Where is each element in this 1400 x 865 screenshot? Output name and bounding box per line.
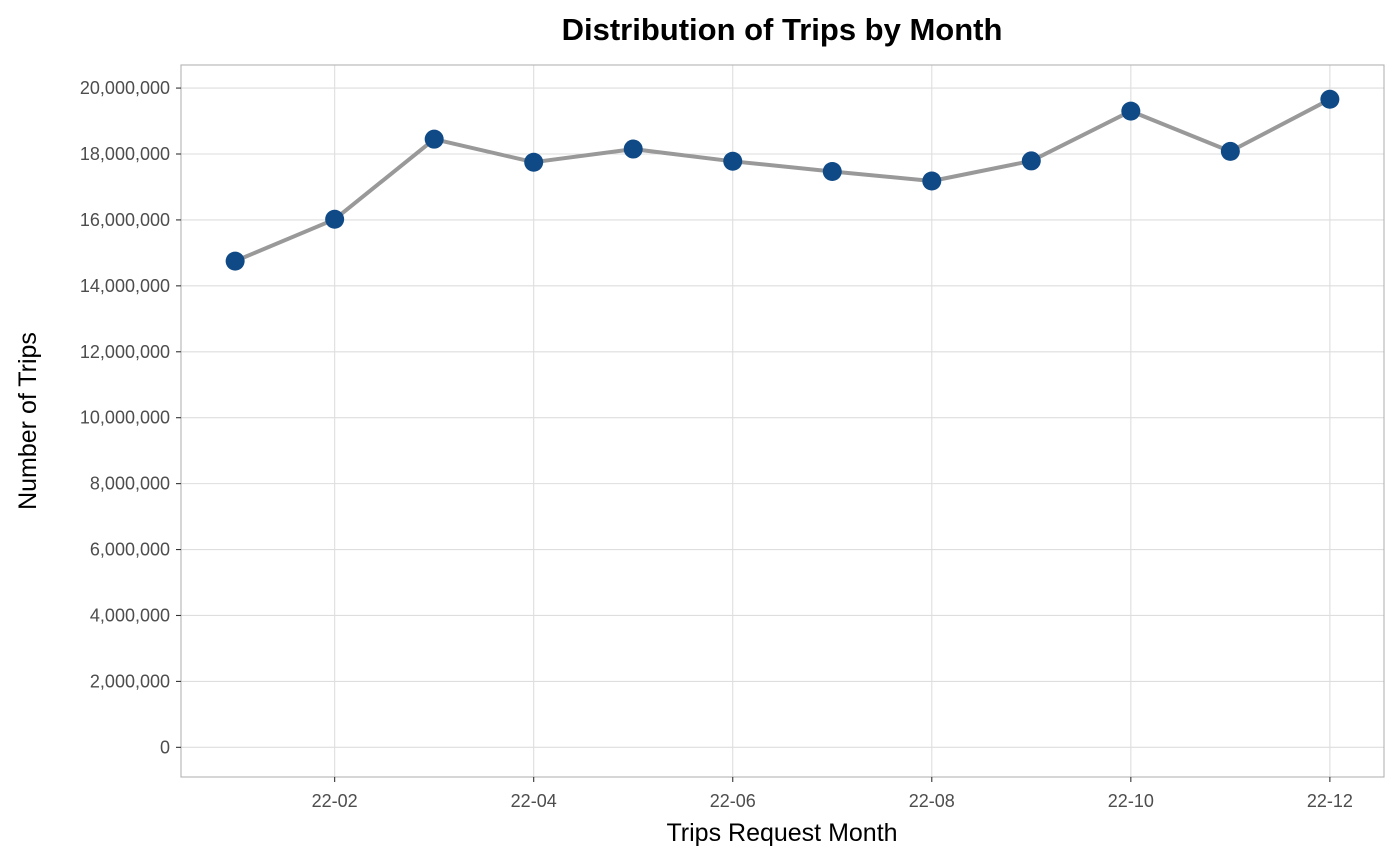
- series-line-layer: [233, 97, 1332, 264]
- y-axis-title: Number of Trips: [14, 332, 42, 510]
- data-point-22-12: [1320, 89, 1340, 109]
- y-tick-label: 8,000,000: [90, 474, 170, 494]
- data-point-22-04: [524, 152, 544, 172]
- data-point-22-09: [1021, 151, 1041, 171]
- y-tick-label: 14,000,000: [80, 276, 170, 296]
- data-points: [225, 89, 1340, 271]
- x-axis-tick-labels: 22-02 22-04 22-06 22-08 22-10 22-12: [312, 777, 1353, 811]
- y-axis-tick-labels: 0 2,000,000 4,000,000 6,000,000 8,000,000 10,…: [80, 78, 181, 757]
- data-point-22-10: [1121, 101, 1141, 121]
- y-tick-label: 18,000,000: [80, 144, 170, 164]
- y-tick-label: 6,000,000: [90, 540, 170, 560]
- x-axis-title: Trips Request Month: [666, 819, 897, 847]
- y-tick-label: 16,000,000: [80, 210, 170, 230]
- y-tick-label: 0: [160, 737, 170, 757]
- data-point-22-11: [1220, 141, 1240, 161]
- x-tick-label: 22-04: [511, 791, 557, 811]
- data-point-22-05: [623, 139, 643, 159]
- y-tick-label: 10,000,000: [80, 408, 170, 428]
- data-point-22-06: [723, 151, 743, 171]
- y-tick-label: 2,000,000: [90, 671, 170, 691]
- gridlines: [181, 65, 1384, 777]
- y-tick-label: 4,000,000: [90, 605, 170, 625]
- x-tick-label: 22-10: [1108, 791, 1154, 811]
- x-tick-label: 22-12: [1307, 791, 1353, 811]
- x-tick-label: 22-02: [312, 791, 358, 811]
- data-point-22-01: [225, 251, 245, 271]
- x-tick-label: 22-06: [710, 791, 756, 811]
- y-tick-label: 12,000,000: [80, 342, 170, 362]
- y-tick-label: 20,000,000: [80, 78, 170, 98]
- x-tick-label: 22-08: [909, 791, 955, 811]
- data-point-22-03: [424, 129, 444, 149]
- data-point-22-07: [822, 161, 842, 181]
- series-line: [233, 97, 1332, 264]
- data-point-22-02: [325, 209, 345, 229]
- chart-title: Distribution of Trips by Month: [562, 12, 1003, 47]
- plot-panel-border: [180, 64, 1385, 778]
- data-point-22-08: [922, 171, 942, 191]
